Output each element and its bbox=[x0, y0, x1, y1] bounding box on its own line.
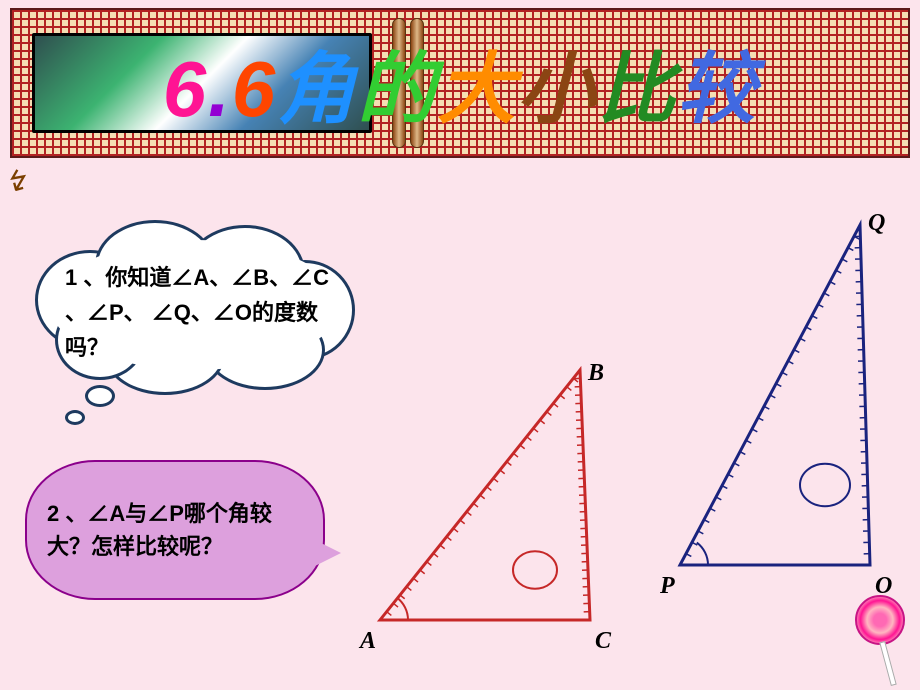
question-1-text: 1 、你知道∠A、∠B、∠C 、∠P、 ∠Q、∠O的度数吗？ bbox=[65, 260, 335, 366]
title-banner: 6.6角的大小比较 bbox=[10, 8, 910, 158]
page-title: 6.6角的大小比较 bbox=[12, 27, 908, 139]
vertex-label-A: A bbox=[360, 628, 376, 655]
thought-cloud: 1 、你知道∠A、∠B、∠C 、∠P、 ∠Q、∠O的度数吗？ bbox=[25, 210, 365, 400]
vertex-label-Q: Q bbox=[868, 210, 885, 237]
vertex-label-P: P bbox=[660, 573, 675, 600]
lollipop-icon bbox=[855, 595, 915, 685]
question-2-text: 2 、∠A与∠P哪个角较大？怎样比较呢？ bbox=[47, 497, 303, 563]
triangle-blue-diagram: PQO bbox=[670, 215, 900, 605]
vertex-label-C: C bbox=[595, 628, 611, 655]
triangle-red-diagram: ABC bbox=[370, 360, 620, 660]
cursor-marker-icon: ↯ bbox=[1, 162, 34, 201]
speech-bubble: 2 、∠A与∠P哪个角较大？怎样比较呢？ bbox=[25, 460, 325, 600]
vertex-label-B: B bbox=[588, 360, 604, 387]
